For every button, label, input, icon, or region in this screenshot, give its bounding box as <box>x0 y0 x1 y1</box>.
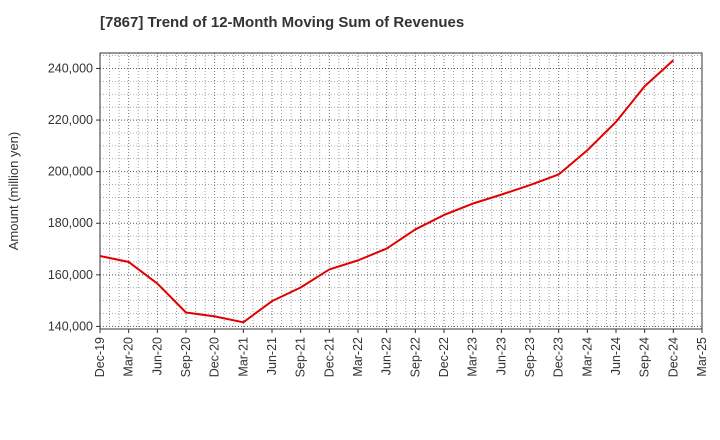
x-tick-label: Dec-23 <box>552 337 566 377</box>
x-tick-label: Sep-21 <box>294 337 308 377</box>
y-tick-label: 240,000 <box>48 61 93 75</box>
x-tick-label: Jun-22 <box>380 337 394 375</box>
y-tick-label: 200,000 <box>48 165 93 179</box>
x-tick-label: Sep-24 <box>638 337 652 377</box>
x-tick-label: Jun-20 <box>150 337 164 375</box>
x-tick-label: Mar-20 <box>122 337 136 377</box>
axes <box>99 52 703 330</box>
x-axis-ticks: Dec-19 Mar-20 Jun-20 Sep-20 Dec-20 Mar-21 Jun-… <box>93 329 709 377</box>
y-tick-label: 220,000 <box>48 113 93 127</box>
series-layer <box>99 59 675 324</box>
x-tick-label: Dec-22 <box>437 337 451 377</box>
plot-background <box>100 53 702 329</box>
y-tick-label: 180,000 <box>48 216 93 230</box>
x-tick-label: Mar-24 <box>580 337 594 377</box>
x-tick-label: Jun-24 <box>609 337 623 375</box>
x-tick-label: Mar-25 <box>695 337 709 377</box>
y-tick-label: 140,000 <box>48 319 93 333</box>
y-axis-ticks: 140,000 160,000 180,000 200,000 220,000 240,0… <box>48 61 100 333</box>
x-tick-label: Mar-23 <box>466 337 480 377</box>
x-tick-label: Sep-23 <box>523 337 537 377</box>
x-tick-label: Mar-22 <box>351 337 365 377</box>
x-tick-label: Dec-20 <box>208 337 222 377</box>
x-tick-label: Sep-22 <box>408 337 422 377</box>
x-tick-label: Jun-23 <box>494 337 508 375</box>
y-tick-label: 160,000 <box>48 268 93 282</box>
chart-title: [7867] Trend of 12-Month Moving Sum of R… <box>100 14 465 31</box>
x-tick-label: Sep-20 <box>179 337 193 377</box>
x-tick-label: Mar-21 <box>236 337 250 377</box>
x-tick-label: Dec-19 <box>93 337 107 377</box>
y-axis-label: Amount (million yen) <box>6 132 21 251</box>
x-tick-label: Dec-21 <box>322 337 336 377</box>
x-tick-label: Dec-24 <box>666 337 680 377</box>
plot-border <box>99 52 703 330</box>
grid-lines <box>100 53 702 329</box>
x-tick-label: Jun-21 <box>265 337 279 375</box>
